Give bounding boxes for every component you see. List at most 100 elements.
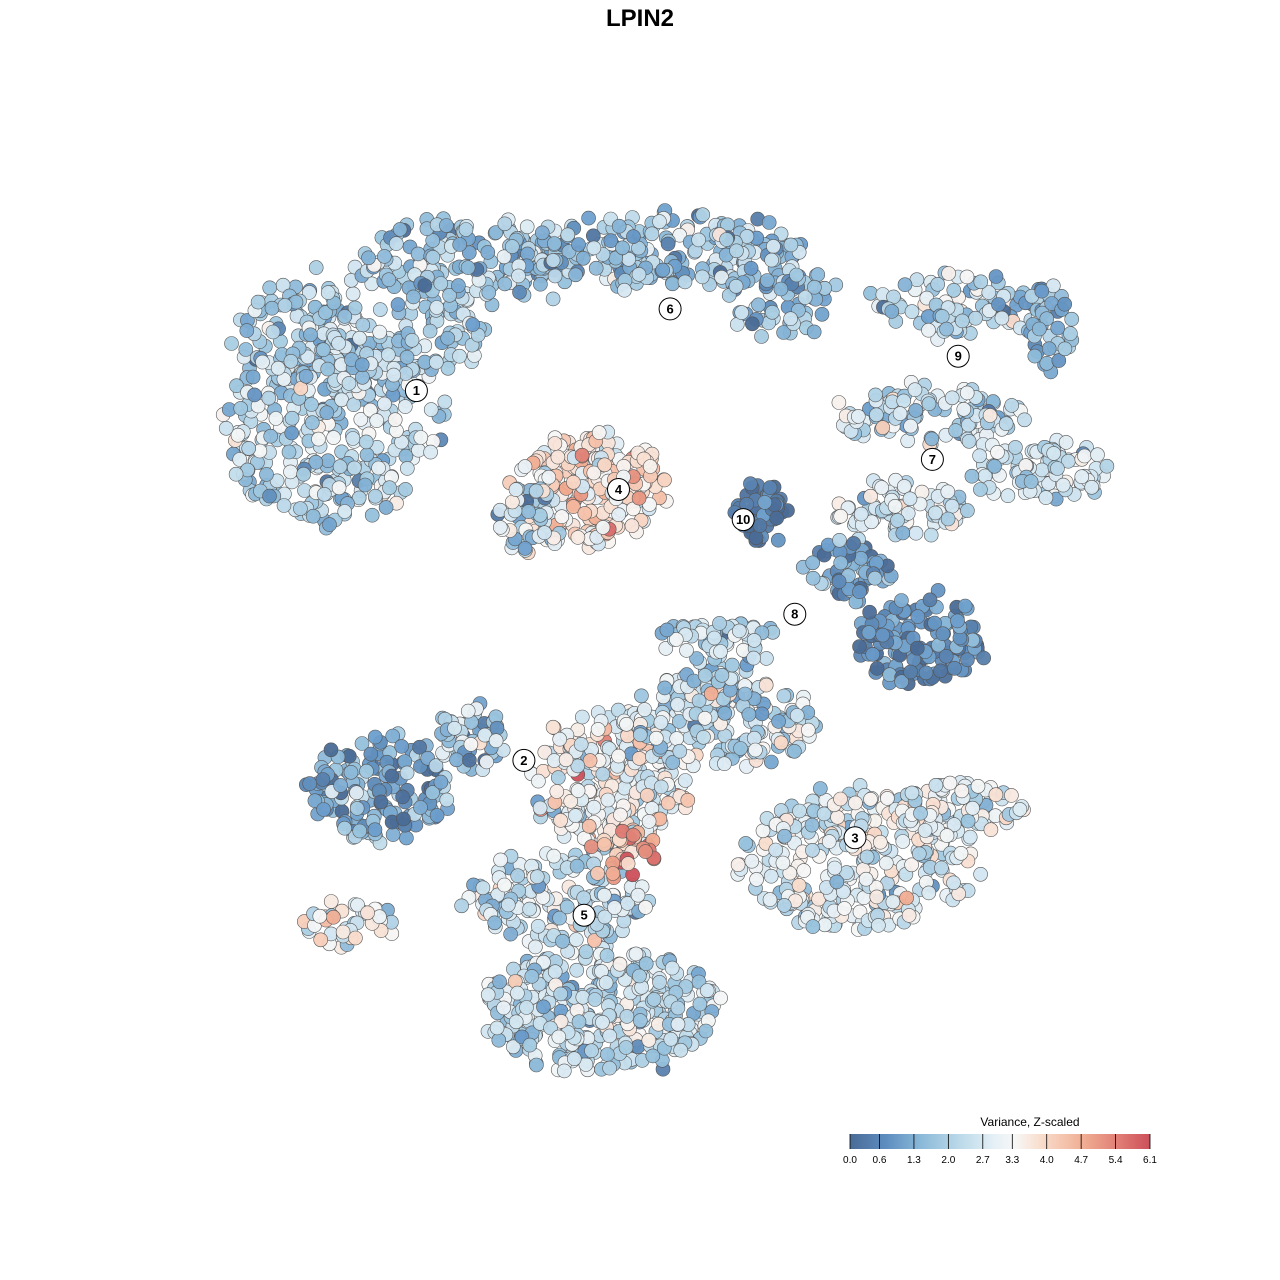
data-point-2623 xyxy=(671,714,687,729)
data-point-3692 xyxy=(522,901,537,917)
legend-title: Variance, Z-scaled xyxy=(980,1115,1079,1129)
data-point-1128 xyxy=(657,472,672,488)
data-point-3696 xyxy=(500,897,516,913)
data-point-3156 xyxy=(960,813,976,829)
data-point-333 xyxy=(276,498,292,513)
data-point-538 xyxy=(270,360,286,376)
data-point-1778 xyxy=(864,514,879,530)
data-point-560 xyxy=(386,367,402,383)
data-point-3535 xyxy=(670,1000,686,1016)
data-point-1033 xyxy=(734,305,750,320)
data-point-276 xyxy=(423,444,438,460)
data-point-2416 xyxy=(532,800,548,816)
data-point-1625 xyxy=(831,395,847,410)
data-point-3435 xyxy=(529,1057,544,1073)
data-point-872 xyxy=(691,232,706,248)
data-point-1024 xyxy=(773,281,789,297)
data-point-1689 xyxy=(1058,435,1074,450)
data-point-554 xyxy=(283,353,299,369)
data-point-1902 xyxy=(869,661,885,676)
data-point-555 xyxy=(264,300,280,316)
data-point-1617 xyxy=(907,382,923,398)
data-point-314 xyxy=(331,480,347,496)
data-point-1621 xyxy=(850,409,866,424)
data-point-308 xyxy=(261,390,277,406)
data-point-2143 xyxy=(384,768,400,784)
data-point-2706 xyxy=(679,643,694,658)
data-point-918 xyxy=(665,276,680,292)
data-point-2463 xyxy=(552,731,568,747)
data-point-2136 xyxy=(425,785,440,800)
data-point-3133 xyxy=(983,822,999,838)
data-point-2471 xyxy=(639,787,655,803)
data-point-3049 xyxy=(777,828,792,844)
data-point-2474 xyxy=(611,748,626,764)
data-point-2158 xyxy=(394,739,409,754)
data-point-1628 xyxy=(956,401,972,417)
data-point-310 xyxy=(283,464,298,480)
data-point-1797 xyxy=(895,525,911,541)
data-point-3697 xyxy=(529,869,545,885)
data-point-2046 xyxy=(399,830,414,846)
data-point-1498 xyxy=(1034,283,1050,299)
data-point-693 xyxy=(451,278,466,293)
data-point-375 xyxy=(247,387,262,403)
data-point-1458 xyxy=(921,322,936,338)
data-point-498 xyxy=(355,317,371,333)
data-point-2673 xyxy=(697,710,713,726)
data-point-2473 xyxy=(581,818,597,834)
data-point-1792 xyxy=(874,480,890,495)
data-point-875 xyxy=(575,250,591,266)
data-point-1718 xyxy=(1046,446,1061,461)
data-point-727 xyxy=(392,222,408,237)
data-point-705 xyxy=(410,246,426,262)
data-point-356 xyxy=(259,467,274,482)
data-point-345 xyxy=(332,459,348,474)
legend-tick-label-2: 1.3 xyxy=(907,1155,921,1166)
data-point-2607 xyxy=(758,677,774,693)
data-point-958 xyxy=(586,240,602,256)
data-point-3064 xyxy=(973,866,988,882)
data-point-3532 xyxy=(508,1014,524,1030)
data-point-2741 xyxy=(706,630,722,646)
data-point-3537 xyxy=(578,944,594,960)
data-point-1994 xyxy=(833,555,849,571)
data-point-1441 xyxy=(930,276,946,292)
data-point-3688 xyxy=(559,899,575,915)
data-point-551 xyxy=(440,330,456,346)
data-point-2097 xyxy=(349,801,365,816)
data-point-2749 xyxy=(731,623,747,639)
data-point-367 xyxy=(387,412,403,428)
data-point-2472 xyxy=(600,792,616,808)
data-point-2526 xyxy=(634,688,649,704)
data-point-1676 xyxy=(972,448,987,464)
data-point-1719 xyxy=(1090,447,1105,463)
data-point-567 xyxy=(355,369,370,385)
data-point-2010 xyxy=(354,736,370,751)
data-point-3062 xyxy=(872,834,888,850)
data-point-3061 xyxy=(869,889,885,905)
data-point-1506 xyxy=(1032,321,1047,337)
data-point-942 xyxy=(761,215,777,230)
data-point-2655 xyxy=(691,693,707,709)
data-point-3024 xyxy=(833,791,848,807)
data-point-3764 xyxy=(590,866,605,881)
data-point-1448 xyxy=(994,310,1010,326)
data-point-3039 xyxy=(829,874,845,890)
data-point-282 xyxy=(397,399,413,414)
data-point-3055 xyxy=(827,860,843,876)
data-point-908 xyxy=(695,207,711,222)
data-point-328 xyxy=(241,441,256,456)
data-point-3662 xyxy=(568,932,584,947)
data-point-3508 xyxy=(632,1013,648,1028)
data-point-1626 xyxy=(998,416,1014,432)
data-point-2469 xyxy=(549,784,565,799)
data-point-273 xyxy=(377,396,392,412)
data-point-347 xyxy=(364,507,380,523)
data-point-2667 xyxy=(800,722,816,738)
data-point-2152 xyxy=(429,808,445,823)
data-point-251 xyxy=(284,410,300,426)
data-point-287 xyxy=(378,500,394,515)
data-point-565 xyxy=(265,324,281,340)
data-point-1427 xyxy=(904,304,920,319)
